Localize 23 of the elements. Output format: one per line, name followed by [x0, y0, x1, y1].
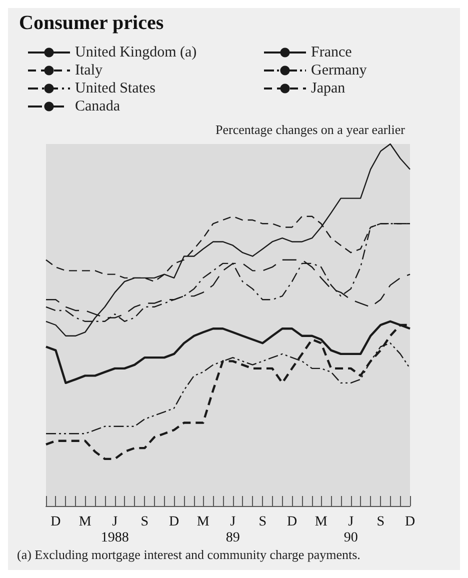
legend-label: United States — [75, 80, 156, 96]
text: (a) Excluding mortgage interest and community charge payments. — [17, 547, 360, 562]
legend-label: Italy — [75, 62, 103, 78]
legend-label: Germany — [311, 62, 368, 78]
legend-label: France — [311, 44, 352, 60]
legend-label: Japan — [311, 80, 346, 96]
x-tick-label: S — [140, 514, 148, 530]
x-tick-label: D — [286, 514, 298, 530]
chart-title: Consumer prices — [19, 12, 164, 34]
x-tick-label: M — [196, 514, 210, 530]
legend-label: United Kingdom (a) — [75, 44, 197, 60]
x-tick-label: M — [78, 514, 92, 530]
x-tick-label: S — [258, 514, 266, 530]
legend-label: Canada — [75, 98, 120, 114]
x-tick-label: D — [50, 514, 61, 530]
chart-subtitle: Percentage changes on a year earlier — [216, 122, 406, 137]
x-tick-label: J 89 — [226, 514, 240, 546]
x-tick-label: J 90 — [344, 514, 358, 546]
x-tick-label: M — [314, 514, 328, 530]
x-tick-label: D — [168, 514, 180, 530]
x-tick-label: J 1988 — [100, 514, 129, 546]
x-tick-label: S — [376, 514, 384, 530]
x-tick-label: D — [404, 514, 416, 530]
